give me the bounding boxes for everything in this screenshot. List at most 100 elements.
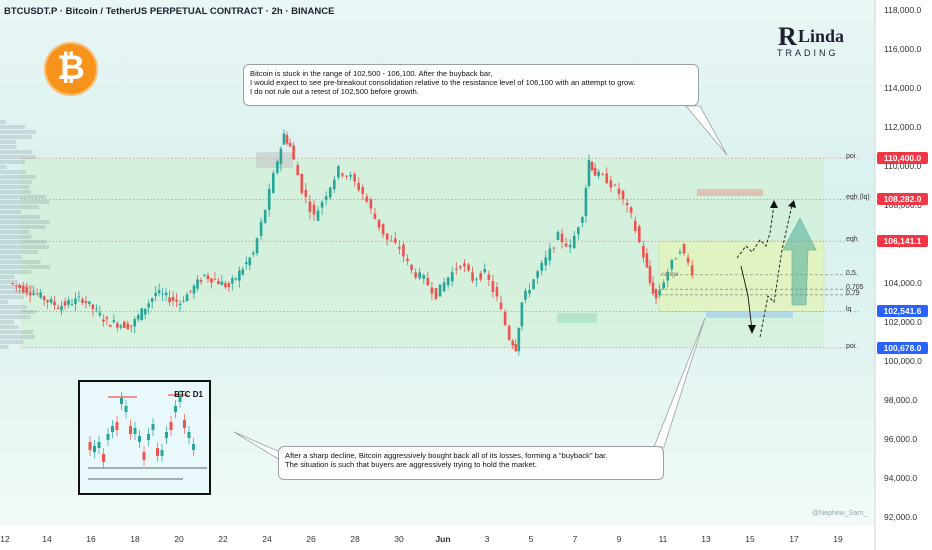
candle-body [88,301,91,305]
candle-body [686,257,690,263]
volume-profile-bar [0,270,32,274]
y-tick-label: 112,000.0 [884,121,922,132]
candle-body [157,290,161,294]
candle-body [654,289,658,299]
candle-body [147,303,150,308]
candle-body [568,244,572,248]
candle-body [349,174,352,177]
candle-body [593,167,597,176]
inset-candle-body [88,442,92,450]
candle-body [81,299,84,303]
candle-body [422,275,426,279]
level-label: poi [846,342,856,350]
btc-d1-inset: BTC D1 [78,380,211,495]
candle-body [35,293,39,295]
candle-body [74,298,77,304]
inset-candle-body [151,424,155,430]
inset-candle-body [178,396,182,402]
volume-profile-bar [0,230,30,234]
candle-body [584,188,588,217]
candle-body [487,274,491,280]
candle-body [642,245,645,258]
candle-body [49,299,53,303]
price-badge: 106,141.1 [877,235,928,248]
inset-candle-body [165,432,168,438]
candle-body [63,301,67,306]
candle-body [292,145,295,160]
candle-body [224,283,227,288]
volume-profile-bar [0,250,39,254]
price-badge: 100,678.0 [877,341,928,354]
candle-body [625,202,629,206]
candle-body [248,257,252,266]
candle-body [14,284,18,286]
top-annotation-line: I do not rule out a retest of 102,500 be… [250,87,419,96]
x-tick-label: 3 [484,534,490,544]
candle-body [244,262,248,265]
candle-body [674,258,678,260]
candle-body [161,293,164,295]
x-tick-label: 7 [572,534,578,544]
volume-profile-bar [0,330,34,334]
candle-body [426,277,430,286]
candle-body [213,278,217,280]
candle-body [42,296,46,301]
candle-body [304,189,308,197]
volume-profile-bar [0,150,33,154]
candle-body [84,301,88,303]
candle-body [140,308,144,321]
candle-body [316,210,320,221]
candle-body [394,238,397,243]
candle-body [381,223,385,235]
candle-body [199,280,203,282]
candle-body [560,233,564,242]
bottom-annotation-line: After a sharp decline, Bitcoin aggressiv… [285,451,608,460]
bitcoin-logo-icon: ₿ [44,42,98,96]
top-annotation-line: Bitcoin is stuck in the range of 102,500… [250,69,493,78]
price-badge: 110,400.0 [877,152,928,165]
candle-body [255,238,259,254]
candle-body [238,270,241,281]
x-tick-label: 9 [616,534,622,544]
volume-profile-bar [0,155,36,159]
volume-profile-bar [0,235,32,239]
y-tick-label: 102,000.0 [884,317,922,328]
candle-body [263,209,267,223]
projection-path-up [736,204,775,259]
candle-body [91,304,95,310]
candle-body [77,296,81,298]
inset-candle-body [133,428,137,434]
candle-body [483,268,487,273]
x-tick-label: 14 [42,534,52,544]
level-label: lq [846,306,852,314]
candle-body [651,282,655,294]
inset-candle-body [124,406,128,412]
candle-body [475,279,478,281]
price-badge: 102,541.6 [877,305,928,318]
candle-body [471,272,474,281]
candle-body [234,278,238,280]
volume-profile-bar [0,275,15,279]
bottom-annotation-line: The situation is such that buyers are ag… [285,460,537,469]
inset-candle-body [169,422,173,430]
candle-body [129,325,133,327]
candle-body [345,175,348,177]
big-up-arrow-icon [782,217,817,306]
candle-body [662,282,665,289]
inset-candle-body [192,444,195,450]
volume-profile-bar [0,160,25,164]
candle-body [46,299,49,302]
inset-candle-body [106,434,110,440]
inset-candle-body [142,452,146,460]
volume-profile-bar [0,180,32,184]
volume-profile-bar [0,190,31,194]
candle-body [605,173,609,184]
candle-body [70,304,74,306]
candle-body [601,174,604,176]
inset-chart [88,390,207,480]
candle-body [609,180,613,188]
volume-profile-bar [0,120,6,124]
candle-body [341,173,344,176]
